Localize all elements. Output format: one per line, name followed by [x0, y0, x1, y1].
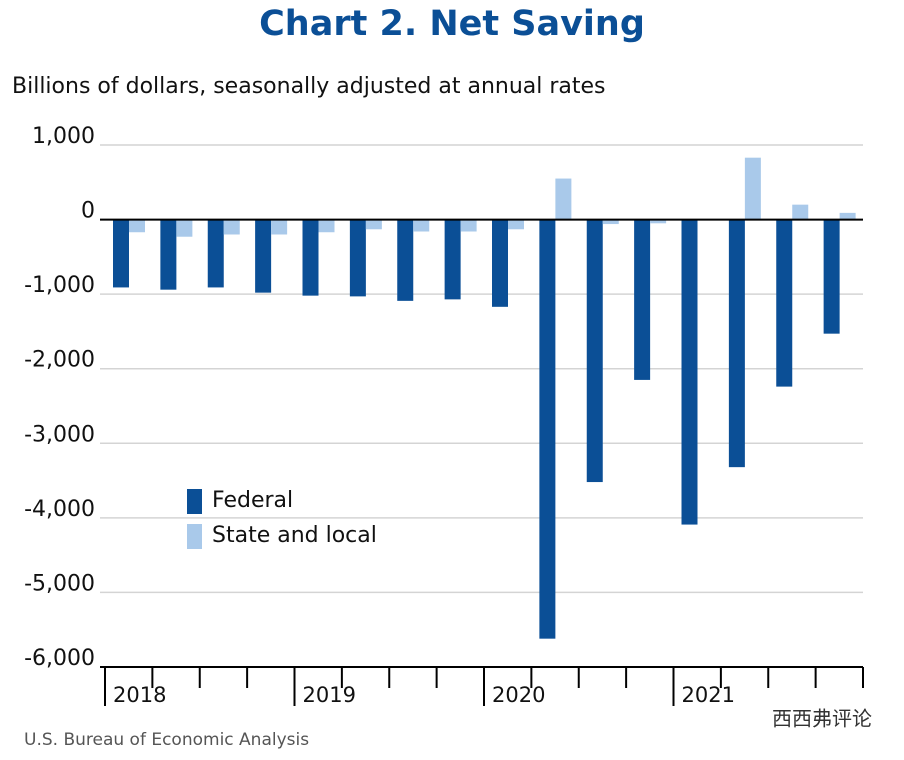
bar [508, 219, 524, 230]
legend-swatch [187, 524, 202, 549]
y-tick-label: -4,000 [24, 497, 95, 522]
legend-label: State and local [212, 523, 377, 548]
watermark: 西西弗评论 [772, 707, 872, 731]
bar [650, 219, 667, 224]
x-tick-label: 2020 [492, 683, 545, 707]
bar [744, 157, 761, 220]
bar [776, 219, 793, 387]
legend-swatch [187, 489, 202, 514]
x-tick-label: 2018 [113, 683, 166, 707]
chart-title: Chart 2. Net Saving [259, 4, 645, 44]
bar [113, 219, 129, 288]
bar [271, 219, 288, 235]
legend-label: Federal [212, 488, 293, 513]
bar [586, 219, 603, 483]
bar [176, 219, 193, 237]
chart-subtitle: Billions of dollars, seasonally adjusted… [12, 74, 606, 99]
y-tick-label: -2,000 [24, 348, 95, 373]
bar [444, 219, 461, 300]
y-tick-label: -6,000 [24, 646, 95, 671]
x-tick-label: 2019 [303, 683, 356, 707]
bar [602, 219, 619, 225]
bar [160, 219, 177, 290]
y-tick-label: 1,000 [32, 124, 95, 149]
bar [634, 219, 651, 380]
y-tick-label: -3,000 [24, 422, 95, 447]
bar [223, 219, 240, 235]
bar [460, 219, 477, 232]
bar [349, 219, 366, 297]
bar [397, 219, 414, 301]
bar [365, 219, 382, 230]
bar [681, 219, 698, 525]
bar [129, 219, 145, 233]
bar [728, 219, 745, 468]
y-tick-label: 0 [81, 199, 95, 224]
x-tick-label: 2021 [682, 683, 735, 707]
y-tick-label: -5,000 [24, 571, 95, 596]
bar [823, 219, 840, 334]
source: U.S. Bureau of Economic Analysis [24, 730, 309, 750]
bar [413, 219, 430, 232]
bar [255, 219, 272, 293]
y-tick-label: -1,000 [24, 273, 95, 298]
bar [318, 219, 335, 233]
bar [539, 219, 556, 639]
bar [839, 212, 856, 220]
bar [792, 204, 809, 220]
bar [555, 178, 572, 220]
bar [302, 219, 319, 296]
bar [207, 219, 224, 288]
bar [492, 219, 508, 307]
